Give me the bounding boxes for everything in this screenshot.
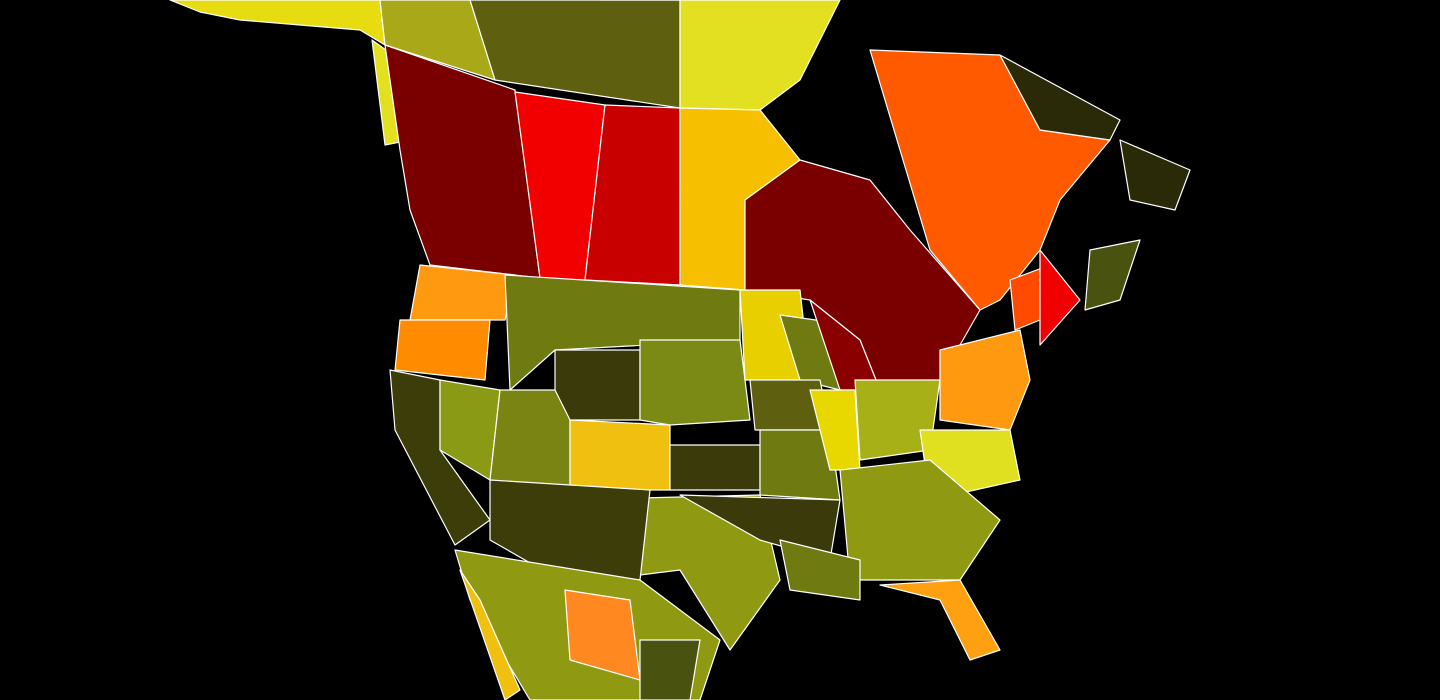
region — [1084, 239, 1141, 311]
region — [1039, 249, 1081, 346]
region — [489, 389, 571, 491]
region — [569, 419, 671, 491]
region — [1119, 139, 1191, 211]
region — [409, 264, 516, 321]
region — [779, 539, 861, 601]
region — [879, 579, 1001, 661]
region — [554, 349, 641, 421]
region — [669, 444, 761, 491]
region — [639, 639, 701, 700]
region — [384, 44, 541, 279]
region — [394, 319, 491, 381]
region — [939, 329, 1031, 431]
region — [999, 54, 1121, 141]
regions — [169, 0, 1191, 700]
region — [639, 339, 751, 426]
region — [459, 569, 521, 700]
